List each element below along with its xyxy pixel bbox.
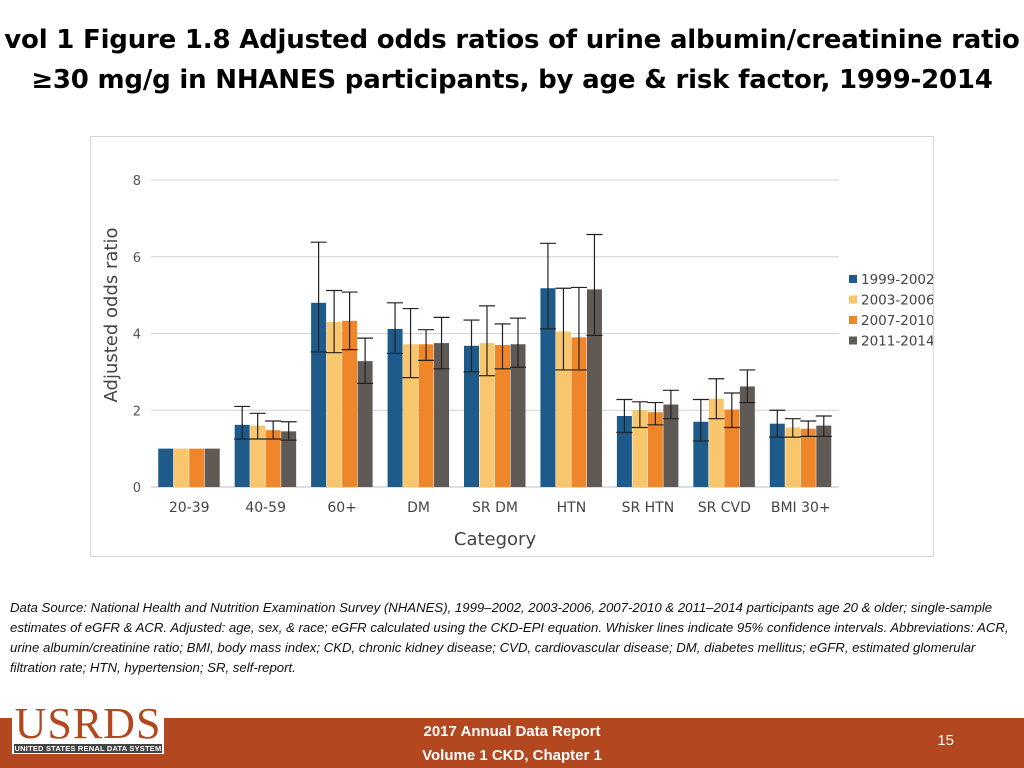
footer-report-title: 2017 Annual Data Report (423, 723, 601, 740)
bar (281, 431, 297, 487)
bar (724, 409, 740, 487)
x-tick-label: HTN (557, 500, 587, 516)
bar (586, 289, 602, 487)
slide-title-line-2: ≥30 mg/g in NHANES participants, by age … (31, 65, 993, 95)
x-tick-label: SR HTN (622, 500, 675, 516)
legend-label: 2007-2010 (861, 313, 933, 329)
bar (800, 428, 816, 487)
legend-swatch (849, 336, 857, 345)
bar (479, 343, 495, 487)
bar (434, 343, 450, 487)
legend-swatch (849, 295, 857, 304)
bar (647, 412, 663, 487)
y-tick-label: 6 (133, 251, 141, 266)
bar (693, 421, 709, 487)
legend-swatch (849, 275, 857, 283)
bar (571, 337, 587, 487)
x-tick-label: DM (407, 500, 430, 516)
x-axis-label: Category (454, 529, 537, 550)
slide-title: vol 1 Figure 1.8 Adjusted odds ratios of… (0, 20, 1024, 100)
x-tick-label: BMI 30+ (771, 500, 831, 516)
error-bars (234, 233, 832, 442)
bar (158, 448, 174, 487)
bar (204, 448, 220, 487)
data-source-note: Data Source: National Health and Nutriti… (10, 600, 1009, 675)
bar (173, 448, 189, 487)
bar (189, 448, 205, 487)
slide-title-line-1: vol 1 Figure 1.8 Adjusted odds ratios of… (4, 25, 1020, 55)
footer-report-label: 2017 Annual Data Report Volume 1 CKD, Ch… (362, 720, 662, 768)
legend-swatch (849, 316, 857, 324)
usrds-logo: USRDS UNITED STATES RENAL DATA SYSTEM (12, 702, 164, 754)
legend-label: 2011-2014 (861, 334, 933, 350)
bar (495, 345, 510, 487)
legend: 1999-2002 2003-2006 2007-2010 2011-2014 (849, 272, 933, 350)
y-tick-label: 0 (133, 481, 141, 496)
bar (632, 410, 648, 487)
x-tick-label: 40-59 (245, 500, 286, 516)
bar (785, 427, 801, 487)
bar (311, 302, 327, 487)
bar (510, 344, 526, 487)
logo-subtext: UNITED STATES RENAL DATA SYSTEM (14, 744, 162, 753)
y-tick-label: 4 (133, 328, 141, 343)
bar (250, 425, 266, 487)
bar (616, 416, 632, 487)
legend-label: 1999-2002 (861, 272, 933, 288)
bar (265, 430, 281, 487)
bar (464, 345, 479, 487)
y-axis-label: Adjusted odds ratio (101, 228, 122, 403)
page-number: 15 (937, 732, 954, 749)
footer-bar (0, 718, 1024, 768)
x-tick-label: SR CVD (698, 500, 751, 516)
legend-label: 2003-2006 (861, 293, 933, 309)
bar (816, 425, 832, 487)
bar (540, 288, 556, 487)
x-tick-label: 20-39 (169, 500, 210, 516)
x-tick-label: 60+ (327, 500, 357, 516)
y-tick-label: 2 (133, 404, 141, 419)
odds-ratio-bar-chart: 0 2 4 6 8 20-39 40-59 60+ DM SR DM HTN SR HTN SR CV… (101, 174, 933, 550)
bars (158, 288, 832, 487)
bar (769, 423, 785, 487)
logo-wordmark: USRDS (14, 699, 162, 748)
footer-report-volume: Volume 1 CKD, Chapter 1 (422, 747, 602, 764)
y-tick-label: 8 (133, 174, 141, 189)
bar (326, 321, 342, 487)
bar (739, 386, 755, 487)
x-tick-label: SR DM (472, 500, 518, 516)
bar (342, 320, 358, 487)
bar (708, 398, 724, 487)
bar (234, 424, 250, 487)
bar (387, 328, 403, 487)
bar (403, 344, 419, 487)
bar (357, 361, 373, 487)
bar (663, 404, 679, 487)
x-tick-labels: 20-39 40-59 60+ DM SR DM HTN SR HTN SR CVD BMI 3… (169, 500, 831, 516)
bar (418, 344, 434, 487)
y-tick-labels: 0 2 4 6 8 (133, 174, 141, 496)
chart-frame: 0 2 4 6 8 20-39 40-59 60+ DM SR DM HTN SR HTN SR CV… (90, 136, 934, 557)
